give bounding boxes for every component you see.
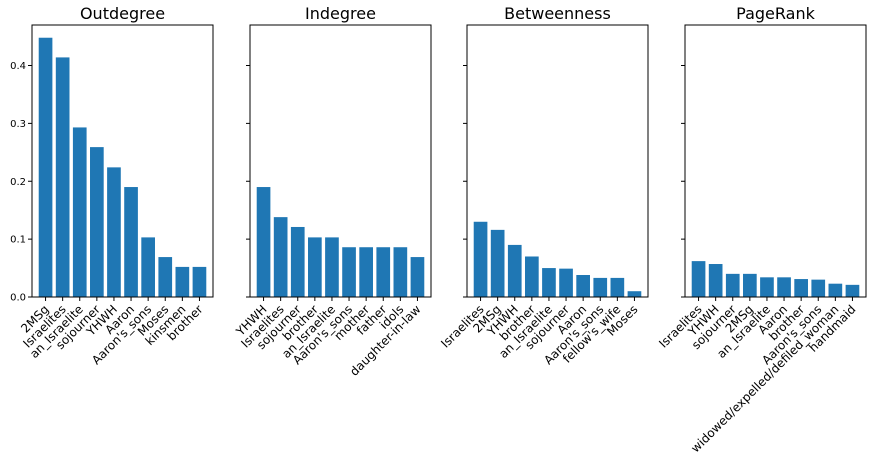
bar: [794, 279, 808, 297]
plot-frame: [684, 24, 867, 298]
bar: [192, 266, 207, 297]
bar: [273, 217, 288, 297]
chart-title: Outdegree: [80, 4, 165, 23]
bar: [410, 257, 425, 297]
bar: [141, 237, 155, 297]
bar: [38, 37, 53, 298]
bar: [743, 273, 757, 297]
bar: [610, 277, 625, 297]
panel-pagerank: PageRankIsraelitesYHWHsojourner2MSgan_Is…: [656, 4, 867, 455]
plot-frame: [31, 24, 214, 298]
y-tick-label: 0.1: [10, 235, 26, 246]
y-tick-label: 0.0: [10, 293, 26, 304]
bar: [627, 291, 642, 297]
bar: [393, 247, 408, 297]
bar: [107, 167, 121, 297]
chart-title: PageRank: [736, 4, 815, 23]
y-tick-label: 0.3: [10, 119, 26, 130]
chart-title: Betweenness: [504, 4, 611, 23]
bar: [559, 268, 573, 297]
bar: [760, 277, 774, 297]
bar: [175, 266, 190, 297]
bar: [290, 226, 305, 297]
y-tick-label: 0.2: [10, 177, 26, 188]
bar: [525, 256, 539, 297]
bar: [473, 221, 488, 297]
bar: [708, 264, 723, 297]
bar: [593, 277, 608, 297]
bar: [55, 57, 70, 298]
bar: [542, 268, 556, 297]
bar: [342, 247, 356, 297]
bar: [828, 283, 843, 297]
bar: [359, 247, 373, 297]
chart-title: Indegree: [305, 4, 376, 23]
bar: [256, 187, 271, 297]
bar: [691, 261, 706, 297]
bar: [507, 244, 522, 297]
bar: [376, 247, 391, 297]
bar: [845, 284, 860, 297]
y-tick-label: 0.4: [10, 61, 26, 72]
panel-outdegree: Outdegree0.00.10.20.30.42MSgIsraelitesan…: [10, 4, 214, 367]
panel-indegree: IndegreeYHWHIsraelitessojournerbrotheran…: [233, 4, 432, 379]
bar: [325, 237, 339, 297]
bar: [158, 257, 173, 297]
bar: [90, 147, 104, 297]
bar: [576, 275, 590, 297]
bar: [811, 279, 826, 297]
bar: [72, 127, 87, 297]
bar: [725, 273, 740, 297]
panel-betweenness: BetweennessIsraelites2MSgYHWHbrotheran_I…: [438, 4, 649, 367]
bar: [124, 187, 138, 297]
plot-frame: [249, 24, 432, 298]
plot-frame: [466, 24, 649, 298]
bar: [308, 237, 322, 297]
bar: [777, 277, 791, 297]
bar: [490, 229, 505, 297]
